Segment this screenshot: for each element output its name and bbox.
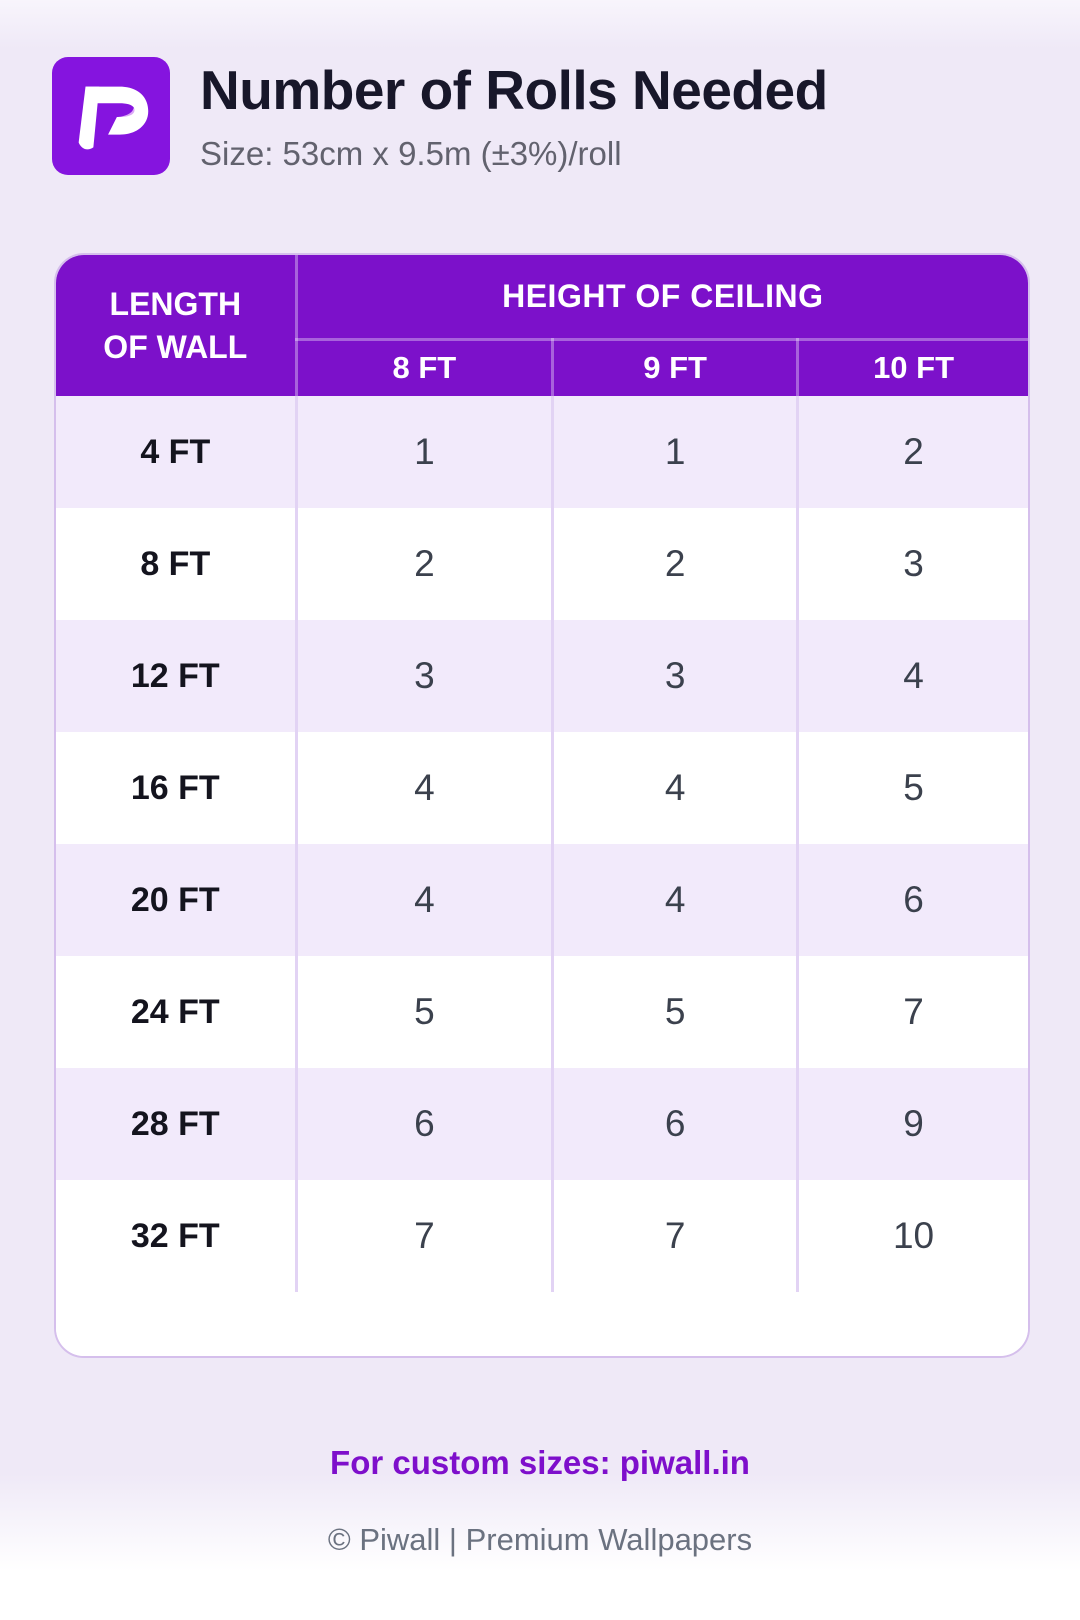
cell-28ft-10ft: 9 [796,1068,1028,1180]
cell-20ft-9ft: 4 [551,844,798,956]
cell-4ft-9ft: 1 [551,396,798,508]
table-row: 24 FT 5 5 7 [56,956,1028,1068]
row-label-8ft: 8 FT [140,544,211,583]
cell-20ft-10ft: 6 [796,844,1028,956]
cell-32ft-9ft: 7 [551,1180,798,1292]
table-header: LENGTH OF WALL HEIGHT OF CEILING 8 FT 9 … [56,255,1028,396]
cell-24ft-10ft: 7 [796,956,1028,1068]
row-label-12ft: 12 FT [130,656,220,695]
header-8ft: 8 FT [294,339,553,396]
cell-20ft-8ft: 4 [294,844,553,956]
card-bottom-spacer [56,1292,1028,1356]
row-label-16ft: 16 FT [130,768,220,807]
page-subtitle: Size: 53cm x 9.5m (±3%)/roll [200,135,622,173]
cell-24ft-9ft: 5 [551,956,798,1068]
table-row: 28 FT 6 6 9 [56,1068,1028,1180]
cell-32ft-10ft: 10 [796,1180,1028,1292]
cell-16ft-8ft: 4 [294,732,553,844]
table-row: 20 FT 4 4 6 [56,844,1028,956]
rolls-table: LENGTH OF WALL HEIGHT OF CEILING 8 FT 9 … [56,255,1028,1292]
custom-sizes-text: For custom sizes: piwall.in [330,1444,750,1481]
page-header: Number of Rolls Needed Size: 53cm x 9.5m… [0,0,1080,175]
cell-28ft-8ft: 6 [294,1068,553,1180]
table-row: 16 FT 4 4 5 [56,732,1028,844]
cell-12ft-9ft: 3 [551,620,798,732]
header-10ft: 10 FT [796,339,1028,396]
title-block: Number of Rolls Needed Size: 53cm x 9.5m… [200,57,828,173]
cell-8ft-8ft: 2 [294,508,553,620]
table-row: 4 FT 1 1 2 [56,396,1028,508]
header-length-of-wall: LENGTH OF WALL [56,255,297,396]
table-row: 8 FT 2 2 3 [56,508,1028,620]
cell-4ft-8ft: 1 [294,396,553,508]
cell-12ft-8ft: 3 [294,620,553,732]
copyright-text: © Piwall | Premium Wallpapers [327,1522,753,1557]
row-label-20ft: 20 FT [130,880,220,919]
cell-32ft-8ft: 7 [294,1180,553,1292]
row-label-4ft: 4 FT [140,432,211,471]
row-label-24ft: 24 FT [130,992,220,1031]
header-9ft: 9 FT [551,339,798,396]
cell-16ft-9ft: 4 [551,732,798,844]
cell-24ft-8ft: 5 [294,956,553,1068]
table-body: 4 FT 1 1 2 8 FT 2 2 3 12 FT 3 3 4 16 FT … [56,396,1028,1292]
row-label-32ft: 32 FT [130,1216,220,1255]
cell-8ft-9ft: 2 [551,508,798,620]
header-height-of-ceiling: HEIGHT OF CEILING [294,255,1028,341]
cell-8ft-10ft: 3 [796,508,1028,620]
rolls-table-card: LENGTH OF WALL HEIGHT OF CEILING 8 FT 9 … [54,253,1030,1358]
cell-4ft-10ft: 2 [796,396,1028,508]
row-label-28ft: 28 FT [130,1104,220,1143]
piwall-logo [52,57,170,175]
cell-28ft-9ft: 6 [551,1068,798,1180]
table-row: 12 FT 3 3 4 [56,620,1028,732]
table-row: 32 FT 7 7 10 [56,1180,1028,1292]
page-title: Number of Rolls Needed [200,59,828,121]
cell-16ft-10ft: 5 [796,732,1028,844]
cell-12ft-10ft: 4 [796,620,1028,732]
piwall-logo-icon [78,86,149,150]
